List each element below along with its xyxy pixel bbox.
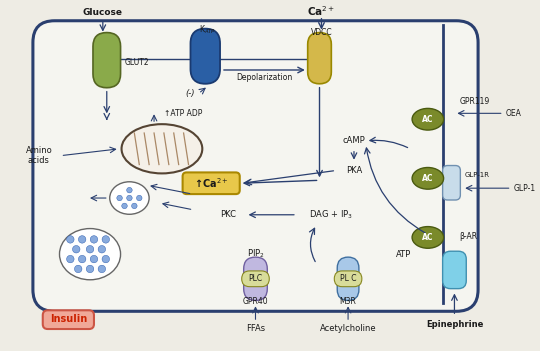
Circle shape — [98, 245, 106, 253]
Text: Insulin: Insulin — [50, 314, 87, 324]
Circle shape — [90, 255, 98, 263]
Text: AC: AC — [422, 174, 434, 183]
Text: GPR119: GPR119 — [460, 97, 490, 106]
FancyBboxPatch shape — [334, 271, 362, 287]
Text: PLC: PLC — [248, 274, 262, 283]
Circle shape — [132, 203, 137, 208]
Circle shape — [122, 203, 127, 208]
Text: PKC: PKC — [220, 210, 236, 219]
Text: ↑Ca$^{2+}$: ↑Ca$^{2+}$ — [194, 176, 228, 190]
Ellipse shape — [122, 124, 202, 173]
Circle shape — [86, 245, 94, 253]
FancyBboxPatch shape — [338, 257, 359, 300]
Text: Acetylcholine: Acetylcholine — [320, 324, 376, 332]
Circle shape — [102, 236, 110, 243]
FancyBboxPatch shape — [443, 166, 461, 200]
Circle shape — [98, 265, 106, 273]
Text: cAMP: cAMP — [342, 137, 366, 145]
FancyBboxPatch shape — [443, 251, 466, 289]
Circle shape — [137, 195, 142, 201]
Ellipse shape — [412, 108, 444, 130]
Text: FFAs: FFAs — [246, 324, 265, 332]
Text: ATP: ATP — [396, 250, 411, 259]
FancyBboxPatch shape — [93, 33, 120, 88]
Text: β-AR: β-AR — [460, 232, 477, 241]
Ellipse shape — [110, 182, 149, 214]
Text: AC: AC — [422, 115, 434, 124]
FancyBboxPatch shape — [33, 21, 478, 311]
Text: AC: AC — [422, 233, 434, 242]
Circle shape — [66, 255, 74, 263]
FancyBboxPatch shape — [191, 29, 220, 84]
Ellipse shape — [412, 227, 444, 248]
Text: GLUT2: GLUT2 — [125, 58, 149, 67]
Circle shape — [78, 236, 86, 243]
FancyBboxPatch shape — [308, 33, 332, 84]
Text: Ca$^{2+}$: Ca$^{2+}$ — [307, 4, 335, 18]
Circle shape — [102, 255, 110, 263]
Text: ↑ATP ADP: ↑ATP ADP — [164, 109, 203, 118]
FancyBboxPatch shape — [242, 271, 269, 287]
Text: Depolarization: Depolarization — [236, 73, 293, 82]
Circle shape — [127, 187, 132, 193]
Ellipse shape — [412, 167, 444, 189]
Circle shape — [66, 236, 74, 243]
Text: PIP$_2$: PIP$_2$ — [247, 248, 265, 260]
Text: GLP-1: GLP-1 — [514, 184, 536, 193]
Text: Epinephrine: Epinephrine — [426, 320, 483, 329]
Text: GLP-1R: GLP-1R — [464, 172, 489, 178]
Text: VDCC: VDCC — [310, 28, 332, 37]
Circle shape — [75, 265, 82, 273]
Text: Glucose: Glucose — [83, 8, 123, 17]
FancyBboxPatch shape — [43, 310, 94, 329]
Text: K$_{ATP}$: K$_{ATP}$ — [199, 24, 216, 36]
Text: Amino
acids: Amino acids — [25, 146, 52, 165]
Ellipse shape — [59, 229, 120, 280]
Text: (-): (-) — [186, 89, 195, 98]
Circle shape — [78, 255, 86, 263]
Circle shape — [86, 265, 94, 273]
Text: OEA: OEA — [505, 109, 522, 118]
Circle shape — [90, 236, 98, 243]
Text: PKA: PKA — [346, 166, 362, 175]
Text: PL C: PL C — [340, 274, 356, 283]
FancyBboxPatch shape — [244, 257, 267, 300]
Text: DAG + IP$_3$: DAG + IP$_3$ — [309, 208, 353, 221]
FancyBboxPatch shape — [183, 172, 240, 194]
Text: GPR40: GPR40 — [242, 297, 268, 306]
Circle shape — [127, 195, 132, 201]
Circle shape — [72, 245, 80, 253]
Text: M3R: M3R — [340, 297, 356, 306]
Circle shape — [117, 195, 123, 201]
